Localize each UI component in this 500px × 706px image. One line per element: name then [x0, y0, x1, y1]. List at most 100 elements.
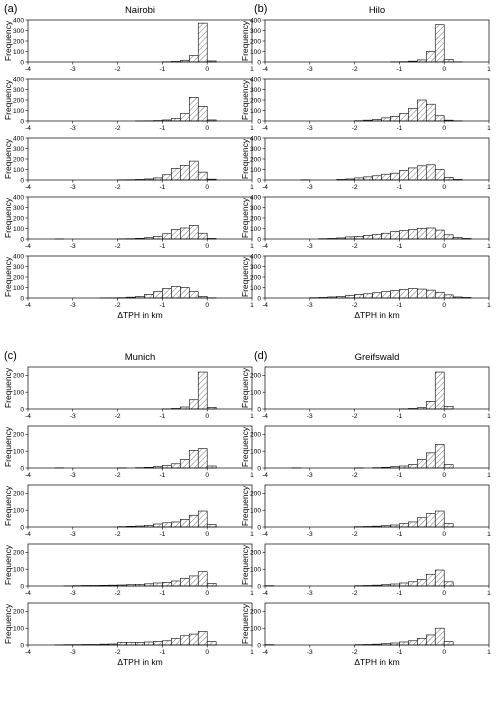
plot-frame	[264, 425, 490, 469]
x-tick-label: -2	[115, 302, 121, 309]
histogram-bar	[188, 633, 199, 646]
y-tick-label: 400	[13, 253, 24, 260]
histogram-bar	[443, 641, 454, 646]
x-tick-label: -1	[396, 649, 402, 656]
y-tick-label: 400	[250, 135, 261, 142]
y-tick-label: 300	[250, 264, 261, 271]
histogram-bar	[434, 291, 445, 299]
y-tick-label: 100	[13, 108, 24, 115]
x-tick-label: 0	[205, 125, 209, 132]
histogram-bar	[153, 523, 163, 528]
y-tick-label: 400	[250, 253, 261, 260]
y-tick-label: 200	[13, 550, 24, 557]
x-tick-label: -1	[396, 531, 402, 538]
histogram-bar	[197, 371, 208, 410]
x-tick-label: -1	[159, 472, 165, 479]
histogram-bar	[206, 583, 217, 587]
y-tick-label: 200	[13, 491, 24, 498]
histogram-bar	[408, 640, 418, 646]
x-tick-label: -2	[352, 243, 358, 250]
histogram-bar	[162, 288, 172, 299]
y-tick-label: 0	[20, 177, 24, 184]
x-tick-label: -4	[262, 413, 268, 420]
x-tick-label: -3	[70, 531, 76, 538]
y-axis-label: Frequency	[3, 256, 13, 297]
histogram-bar	[381, 117, 391, 122]
y-tick-label: 0	[257, 177, 261, 184]
y-tick-label: 0	[20, 59, 24, 66]
y-tick-label: 100	[250, 390, 261, 397]
x-tick-label: 0	[442, 125, 446, 132]
y-tick-label: 100	[13, 449, 24, 456]
histogram-bar	[372, 292, 382, 299]
plot-frame	[27, 366, 253, 410]
histogram-bar	[144, 641, 154, 646]
x-tick-label: -3	[307, 472, 313, 479]
histogram-bar	[162, 174, 172, 181]
histogram-bar	[408, 464, 418, 469]
y-axis-label: Frequency	[240, 544, 250, 585]
plot-frame	[264, 196, 490, 240]
y-tick-label: 100	[13, 567, 24, 574]
histogram-bar	[390, 172, 400, 181]
y-tick-label: 100	[250, 449, 261, 456]
x-tick-label: -3	[307, 302, 313, 309]
histogram-bar	[434, 229, 445, 240]
y-tick-label: 200	[250, 491, 261, 498]
y-tick-label: 100	[13, 285, 24, 292]
x-tick-label: -3	[70, 590, 76, 597]
x-tick-label: 1	[250, 184, 254, 191]
x-axis-label: ΔTPH in km	[354, 657, 399, 667]
y-tick-label: 100	[13, 49, 24, 56]
histogram-bar	[381, 291, 391, 299]
x-tick-label: -3	[70, 125, 76, 132]
y-tick-label: 100	[250, 49, 261, 56]
histogram-bar	[162, 522, 172, 528]
histogram-bar	[162, 582, 172, 587]
panel-title: Greifswald	[355, 352, 400, 363]
x-tick-label: -4	[25, 590, 31, 597]
x-tick-label: -4	[262, 125, 268, 132]
x-tick-label: -4	[262, 184, 268, 191]
y-tick-label: 200	[13, 97, 24, 104]
histogram-bar	[180, 459, 190, 469]
plot-frame	[27, 19, 253, 63]
y-tick-label: 0	[20, 465, 24, 472]
x-tick-label: -2	[115, 125, 121, 132]
y-tick-label: 0	[20, 406, 24, 413]
x-tick-label: -3	[307, 184, 313, 191]
x-tick-label: -4	[25, 125, 31, 132]
x-tick-label: -4	[262, 66, 268, 73]
y-tick-label: 0	[257, 236, 261, 243]
y-tick-label: 200	[13, 38, 24, 45]
histogram-bar	[180, 287, 190, 299]
x-tick-label: -3	[307, 413, 313, 420]
histogram-bar	[417, 165, 427, 181]
x-tick-label: -1	[396, 302, 402, 309]
x-tick-label: 0	[205, 531, 209, 538]
histogram-bar	[144, 294, 154, 299]
plot-frame	[264, 78, 490, 122]
histogram-bar	[399, 230, 409, 240]
x-tick-label: -4	[25, 302, 31, 309]
x-tick-label: -4	[262, 590, 268, 597]
histogram-bar	[434, 24, 445, 63]
x-tick-label: 1	[487, 590, 491, 597]
x-axis-label: ΔTPH in km	[117, 310, 162, 320]
x-tick-label: -3	[70, 649, 76, 656]
histogram-bar	[417, 228, 427, 240]
y-tick-label: 200	[13, 432, 24, 439]
histogram-bar	[425, 401, 436, 410]
x-tick-label: -4	[25, 413, 31, 420]
histogram-bar	[443, 59, 454, 63]
histogram-bar	[399, 289, 409, 299]
